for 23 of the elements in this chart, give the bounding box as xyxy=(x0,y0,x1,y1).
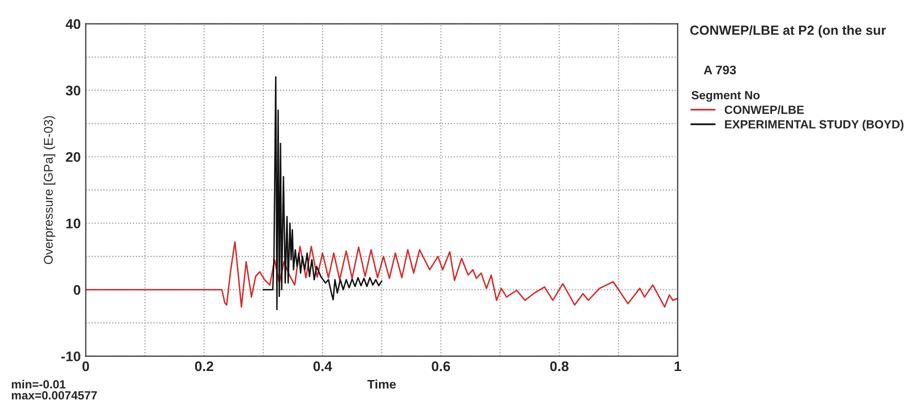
text: min=-0.01 xyxy=(12,380,66,388)
text: max=0.0074577 xyxy=(12,391,97,400)
y-tick-label: 30 xyxy=(66,86,80,96)
legend-title: Segment No xyxy=(692,90,760,102)
y-axis-title: Overpressure [GPa] (E-03) xyxy=(44,116,56,264)
x-tick-label: 0.4 xyxy=(313,361,332,372)
x-axis-title: Time xyxy=(367,380,396,389)
y-tick-label: 0 xyxy=(74,285,80,295)
x-tick-label: 0 xyxy=(82,361,90,372)
x-tick-label: 0.2 xyxy=(195,361,214,372)
line-series xyxy=(86,241,678,308)
x-tick-label: 0.6 xyxy=(432,361,450,372)
legend-label: EXPERIMENTAL STUDY (BOYD) xyxy=(725,120,904,131)
text: A 793 xyxy=(704,66,736,74)
text: CONWEP/LBE at P2 (on the sur xyxy=(690,25,886,38)
line-series xyxy=(262,76,382,310)
y-tick-label: 10 xyxy=(66,218,80,228)
x-tick-label: 1 xyxy=(674,362,682,372)
y-tick-label: 20 xyxy=(66,152,80,162)
x-tick-label: 0.8 xyxy=(550,361,569,372)
y-tick-label: 40 xyxy=(66,19,80,29)
y-tick-label: -10 xyxy=(61,351,80,362)
legend-label: CONWEP/LBE xyxy=(724,105,804,114)
